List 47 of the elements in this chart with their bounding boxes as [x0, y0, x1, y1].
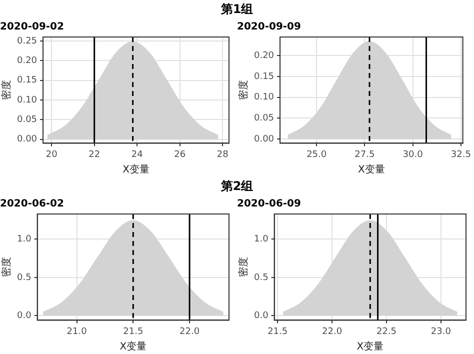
- y-axis-title: 密度: [238, 80, 250, 100]
- x-tick-label: 22: [88, 150, 100, 160]
- chart-title: 第1组: [220, 1, 254, 18]
- y-tick-label: 0.00: [254, 134, 274, 144]
- y-tick-label: 0.05: [16, 114, 38, 125]
- x-tick-label: 20: [46, 150, 58, 160]
- y-axis-title: 密度: [238, 257, 250, 278]
- y-tick-label: 0.10: [16, 95, 38, 106]
- y-tick-label: 0.15: [16, 76, 38, 86]
- x-axis-title: X变量: [120, 340, 147, 353]
- y-tick-label: 0.10: [254, 92, 274, 103]
- x-tick-label: 26: [174, 150, 186, 160]
- x-tick-label: 24: [131, 150, 144, 160]
- y-tick-label: 0.5: [254, 272, 268, 283]
- x-axis-title: X变量: [356, 340, 384, 353]
- x-tick-label: 21.0: [66, 326, 88, 337]
- y-tick-label: 1.0: [254, 234, 269, 245]
- x-axis-title: X变量: [122, 164, 150, 176]
- x-tick-label: 30.0: [402, 150, 424, 160]
- y-tick-label: 1.0: [16, 234, 32, 245]
- y-tick-label: 0.05: [254, 114, 274, 124]
- x-tick-label: 21.5: [123, 326, 144, 337]
- chart-title: 第2组: [220, 178, 254, 195]
- y-axis-title: 密度: [0, 257, 13, 278]
- x-tick-label: 22.0: [322, 326, 342, 337]
- x-tick-label: 27.5: [354, 150, 375, 160]
- x-tick-label: 25.0: [306, 150, 327, 160]
- x-tick-label: 28: [216, 150, 229, 160]
- y-tick-label: 0.5: [16, 272, 32, 283]
- x-tick-label: 22.5: [376, 326, 397, 337]
- x-tick-label: 23.0: [430, 326, 452, 337]
- y-tick-label: 0.15: [254, 72, 274, 82]
- x-tick-label: 32.5: [450, 150, 471, 160]
- y-tick-label: 0.0: [16, 310, 32, 321]
- y-tick-label: 0.25: [16, 36, 38, 46]
- chart-subtitle: 2020-06-02: [0, 198, 64, 210]
- y-tick-label: 0.20: [16, 56, 38, 66]
- x-axis-title: X变量: [358, 164, 385, 176]
- chart-subtitle: 2020-09-02: [0, 22, 64, 33]
- y-axis-title: 密度: [0, 80, 13, 100]
- y-tick-label: 0.00: [16, 134, 38, 145]
- x-tick-label: 22.0: [180, 326, 200, 337]
- chart-subtitle: 2020-06-09: [237, 198, 302, 210]
- y-tick-label: 0.20: [254, 51, 274, 62]
- chart-subtitle: 2020-09-09: [237, 22, 302, 33]
- x-tick-label: 21.5: [268, 326, 288, 337]
- y-tick-label: 0.0: [254, 310, 269, 321]
